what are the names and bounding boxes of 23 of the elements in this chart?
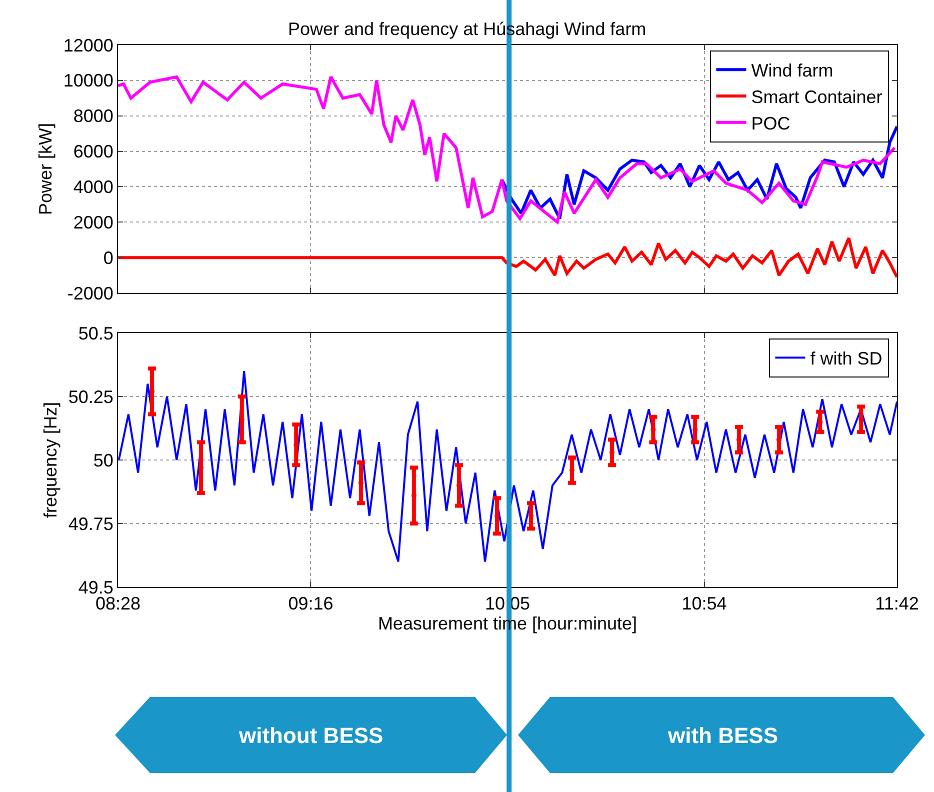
y-tick-label: 6000 bbox=[73, 142, 114, 162]
y-tick-label: 8000 bbox=[73, 106, 114, 126]
legend-label: f with SD bbox=[810, 348, 882, 369]
y-axis-title: frequency [Hz] bbox=[40, 402, 61, 518]
y-tick-label: 50 bbox=[93, 450, 114, 470]
y-tick-label: 4000 bbox=[73, 177, 114, 198]
y-tick-label: -2000 bbox=[67, 283, 114, 304]
legend-label: Smart Container bbox=[751, 87, 882, 108]
y-tick-label: 49.75 bbox=[68, 514, 114, 534]
text: without BESS bbox=[238, 723, 384, 748]
y-tick-label: 50.25 bbox=[68, 386, 114, 407]
legend-label: Wind farm bbox=[751, 60, 834, 81]
x-tick-label: 09:16 bbox=[288, 594, 334, 614]
legend-label: POC bbox=[751, 113, 790, 134]
text: with BESS bbox=[667, 723, 778, 748]
x-tick-label: 11:42 bbox=[875, 594, 919, 614]
x-tick-label: 10:54 bbox=[682, 594, 727, 614]
y-tick-label: 0 bbox=[103, 248, 114, 268]
y-tick-label: 50.5 bbox=[78, 323, 114, 344]
y-tick-label: 12000 bbox=[63, 35, 114, 56]
y-tick-label: 10000 bbox=[63, 70, 114, 91]
y-axis-title: Power [kW] bbox=[36, 122, 56, 216]
y-tick-label: 2000 bbox=[73, 212, 114, 232]
